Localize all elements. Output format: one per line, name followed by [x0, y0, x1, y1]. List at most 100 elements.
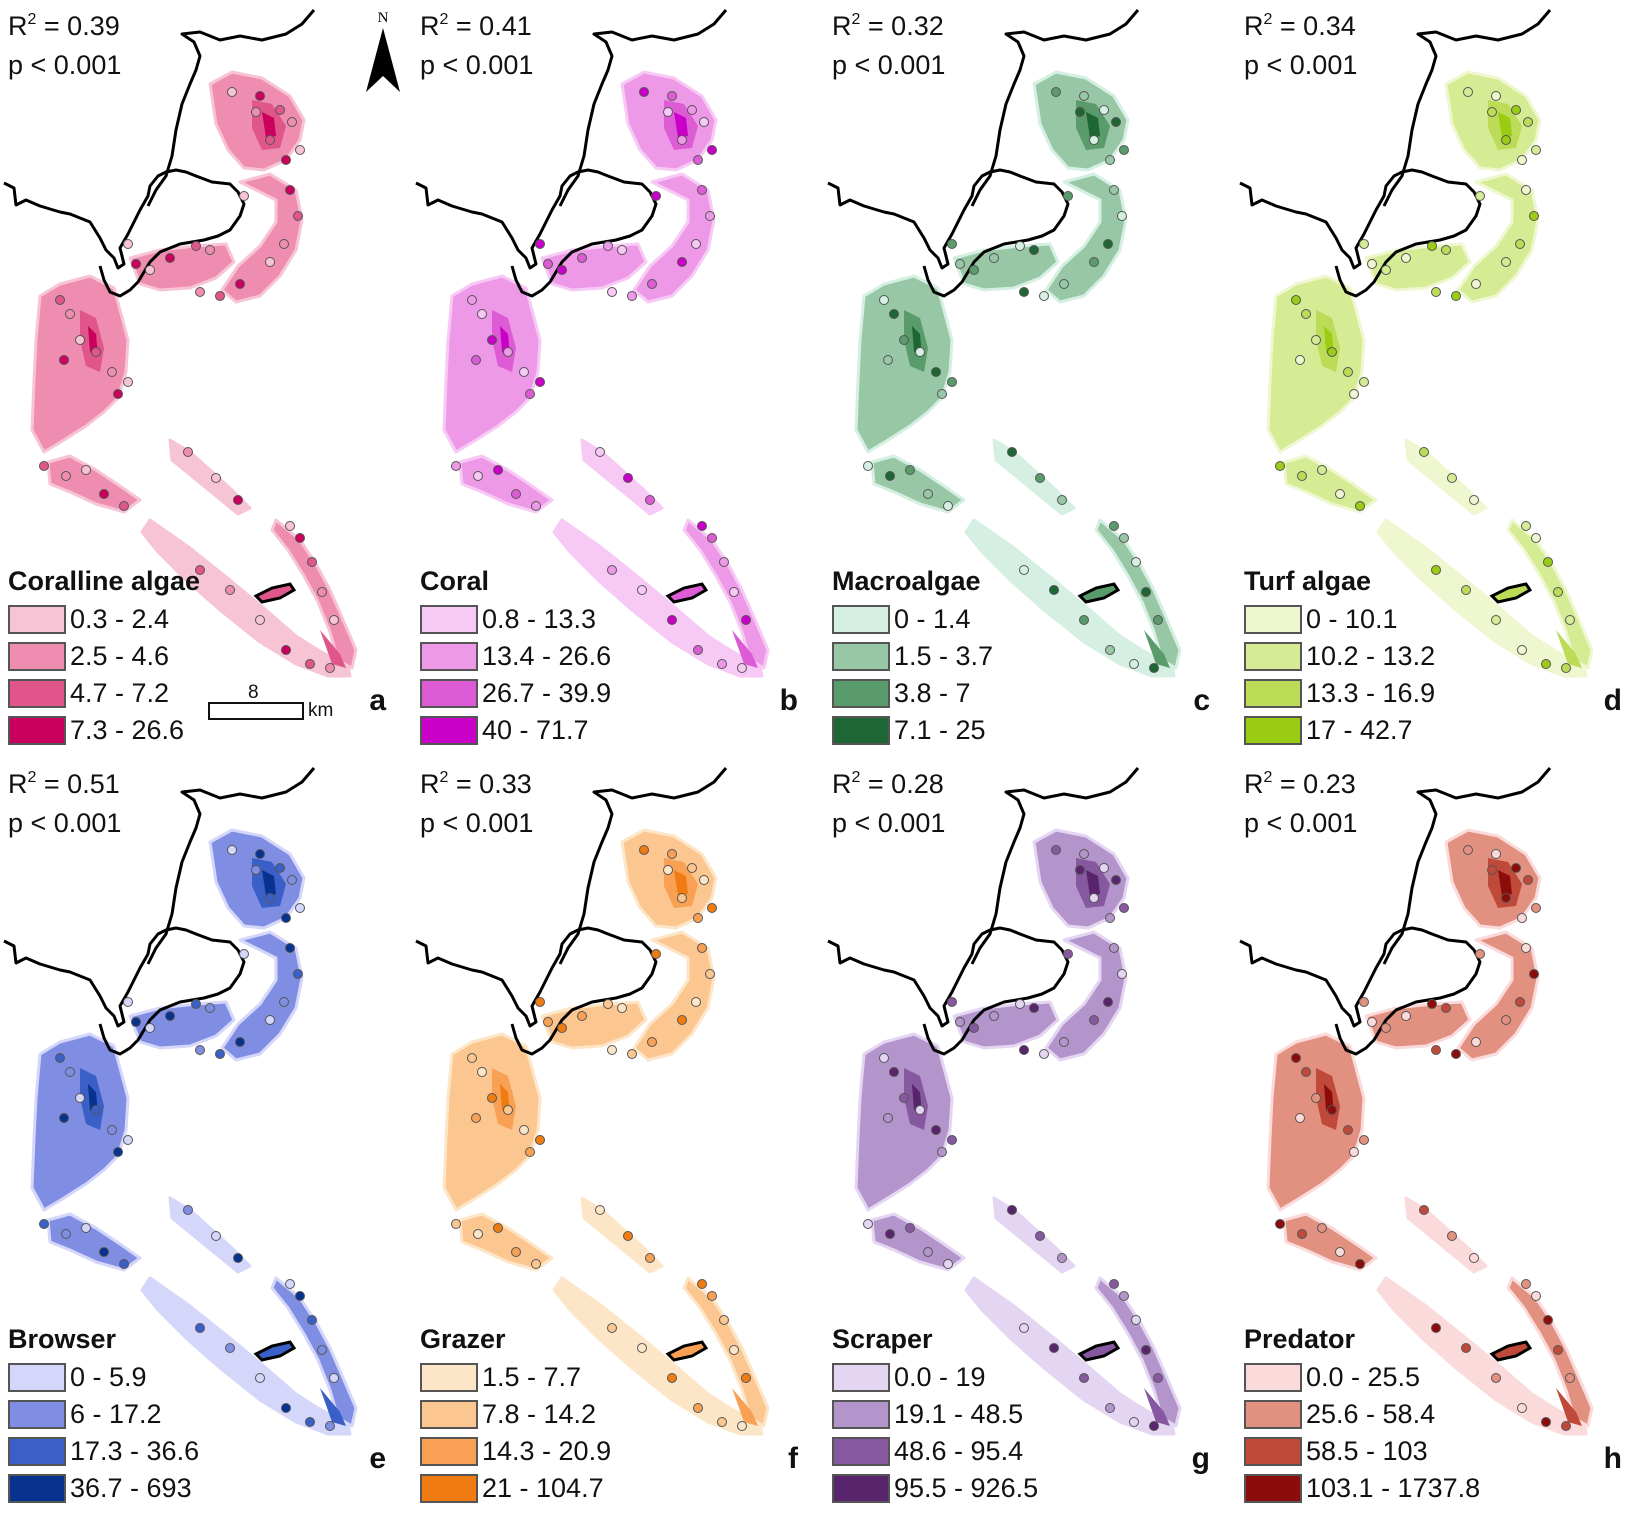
survey-site [467, 295, 477, 305]
survey-site [295, 903, 305, 913]
reef-area [1456, 930, 1540, 1062]
survey-site [1291, 1053, 1301, 1063]
reef-area [220, 930, 304, 1062]
reef-area [46, 454, 142, 514]
legend-label: 0 - 5.9 [70, 1362, 147, 1392]
legend-swatch [1244, 605, 1302, 634]
survey-site [1451, 1049, 1461, 1059]
survey-site [281, 645, 291, 655]
survey-site [863, 461, 873, 471]
survey-site [969, 1023, 979, 1033]
legend-row: 1.5 - 7.7 [420, 1359, 611, 1396]
survey-site [165, 1011, 175, 1021]
legend-title: Coral [420, 566, 490, 596]
survey-site [1039, 1049, 1049, 1059]
coastline-north [1382, 767, 1552, 965]
survey-site [691, 239, 701, 249]
survey-site [113, 389, 123, 399]
reef-core [320, 630, 346, 668]
survey-site [1561, 1421, 1571, 1431]
survey-site [1517, 155, 1527, 165]
reef-core [1144, 630, 1170, 668]
survey-site [1275, 461, 1285, 471]
survey-site [1105, 645, 1115, 655]
survey-site [1029, 245, 1039, 255]
reef-area [682, 518, 770, 670]
north-arrow-icon: N [366, 10, 400, 92]
map-panel-d: R2 = 0.34 p < 0.001 Turf algae 0 - 10.1 10.2… [1236, 0, 1648, 758]
reef-area [458, 454, 554, 514]
survey-site [1007, 447, 1017, 457]
r-squared-exponent: 2 [1263, 769, 1273, 786]
legend: Scraper 0.0 - 19 19.1 - 48.5 48.6 - 95.4 95.… [832, 1324, 1038, 1507]
reef-core [674, 870, 688, 896]
panel-letter: h [1603, 1442, 1622, 1475]
survey-site [325, 663, 335, 673]
survey-site [65, 309, 75, 319]
r-squared-exponent: 2 [851, 769, 861, 786]
p-value: p < 0.001 [8, 50, 122, 80]
survey-site [39, 1219, 49, 1229]
survey-site [947, 997, 957, 1007]
survey-site [885, 1229, 895, 1239]
r-squared: R2 = 0.39 [8, 12, 120, 40]
survey-site [1541, 659, 1551, 669]
legend-row: 0.0 - 19 [832, 1359, 1038, 1396]
survey-site [623, 1231, 633, 1241]
survey-site [1129, 659, 1139, 669]
r-squared: R2 = 0.23 [1244, 770, 1356, 798]
survey-site [1469, 1253, 1479, 1263]
survey-site [943, 501, 953, 511]
survey-site [1401, 253, 1411, 263]
survey-site [239, 949, 249, 959]
survey-site [557, 265, 567, 275]
survey-site [1523, 875, 1533, 885]
r-squared-symbol: R [420, 11, 440, 41]
reef-area [992, 438, 1076, 516]
survey-site [1463, 845, 1473, 855]
reef-area [1094, 518, 1182, 670]
survey-site [707, 145, 717, 155]
p-value: p < 0.001 [420, 808, 534, 838]
survey-site [235, 279, 245, 289]
legend-row: 10.2 - 13.2 [1244, 638, 1435, 675]
survey-site [1119, 903, 1129, 913]
survey-site [1075, 107, 1085, 117]
reef-area [30, 1032, 130, 1212]
reef-core [1086, 112, 1100, 138]
survey-site [307, 1315, 317, 1325]
survey-site [191, 999, 201, 1009]
survey-site [607, 287, 617, 297]
survey-site [899, 335, 909, 345]
survey-site [123, 1135, 133, 1145]
legend-row: 1.5 - 3.7 [832, 638, 993, 675]
survey-site [931, 367, 941, 377]
survey-site [473, 471, 483, 481]
survey-site [1049, 585, 1059, 595]
survey-site [1531, 1291, 1541, 1301]
survey-site [317, 587, 327, 597]
r-squared-symbol: R [8, 769, 28, 799]
survey-site [275, 863, 285, 873]
p-value: p < 0.001 [832, 50, 946, 80]
survey-site [281, 913, 291, 923]
survey-site [1529, 211, 1539, 221]
survey-site [989, 253, 999, 263]
survey-site [1381, 1023, 1391, 1033]
coastline-north [970, 9, 1140, 207]
survey-site [1141, 1345, 1151, 1355]
reef-map [415, 9, 770, 678]
reef-area [580, 1196, 664, 1274]
survey-site [1019, 1045, 1029, 1055]
survey-site [637, 585, 647, 595]
survey-site [265, 1015, 275, 1025]
island [665, 582, 709, 604]
survey-site [1531, 145, 1541, 155]
legend-label: 3.8 - 7 [894, 678, 971, 708]
r-squared-value: = 0.28 [860, 769, 944, 799]
survey-site [1515, 997, 1525, 1007]
survey-site [1057, 1253, 1067, 1263]
survey-site [1359, 1135, 1369, 1145]
legend-swatch [1244, 716, 1302, 745]
survey-site [285, 521, 295, 531]
